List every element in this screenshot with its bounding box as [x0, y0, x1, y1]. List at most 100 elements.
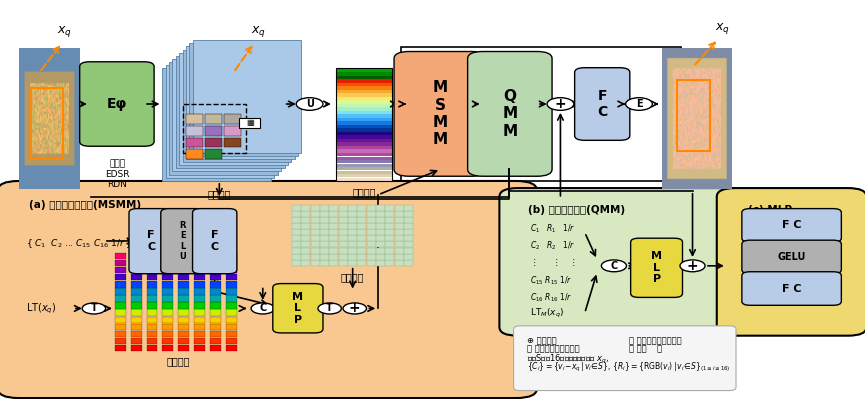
Bar	[320, 205, 329, 211]
Bar	[131, 295, 142, 302]
Bar	[357, 260, 366, 266]
FancyBboxPatch shape	[742, 240, 842, 274]
Text: GELU: GELU	[778, 252, 806, 262]
Bar	[178, 331, 189, 337]
Bar	[357, 217, 366, 223]
Bar	[357, 205, 366, 211]
FancyBboxPatch shape	[161, 209, 205, 274]
Bar	[336, 170, 393, 174]
Bar	[205, 114, 221, 124]
Bar	[205, 126, 221, 136]
Bar	[195, 331, 205, 337]
Bar	[224, 114, 241, 124]
Bar	[330, 211, 338, 217]
Bar	[146, 274, 157, 280]
Text: LT$_M(x_q)$: LT$_M(x_q)$	[530, 307, 565, 320]
Bar	[339, 241, 348, 247]
Text: F C: F C	[782, 284, 801, 294]
Bar	[31, 88, 63, 159]
Bar	[115, 253, 125, 259]
Bar	[320, 229, 329, 235]
Bar	[186, 46, 295, 159]
Bar	[336, 76, 393, 79]
Bar	[376, 211, 385, 217]
Bar	[115, 260, 125, 266]
Bar	[210, 253, 221, 259]
Bar	[336, 118, 393, 121]
Circle shape	[625, 98, 652, 110]
Bar	[339, 211, 348, 217]
Bar	[367, 241, 375, 247]
Text: (b) 查询混合模块(QMM): (b) 查询混合模块(QMM)	[528, 205, 625, 215]
Bar	[385, 229, 394, 235]
Bar	[131, 260, 142, 266]
Bar	[292, 229, 301, 235]
Bar	[163, 331, 173, 337]
Bar	[339, 229, 348, 235]
Bar	[115, 345, 125, 352]
Bar	[115, 338, 125, 344]
Bar	[183, 49, 292, 162]
Bar	[115, 316, 125, 323]
Text: M
L
P: M L P	[651, 251, 662, 284]
Bar	[163, 345, 173, 352]
Bar	[210, 260, 221, 266]
Bar	[195, 338, 205, 344]
Bar	[195, 267, 205, 273]
Bar	[226, 274, 237, 280]
Bar	[301, 241, 311, 247]
Bar	[210, 281, 221, 288]
Bar	[336, 97, 393, 100]
Bar	[226, 309, 237, 316]
Text: Eφ: Eφ	[106, 97, 127, 111]
Bar	[357, 223, 366, 229]
Bar	[226, 295, 237, 302]
Bar	[367, 248, 375, 254]
Bar	[404, 229, 413, 235]
Bar	[178, 316, 189, 323]
Bar	[336, 121, 393, 125]
Bar	[348, 229, 357, 235]
Bar	[400, 47, 681, 181]
Text: 转换令牌: 转换令牌	[167, 356, 190, 366]
Bar	[210, 295, 221, 302]
Bar	[336, 174, 393, 178]
Bar	[336, 104, 393, 107]
Circle shape	[680, 260, 705, 272]
Bar	[163, 288, 173, 294]
Bar	[330, 241, 338, 247]
Bar	[357, 229, 366, 235]
Bar	[311, 229, 319, 235]
Bar	[376, 223, 385, 229]
Text: +: +	[554, 97, 567, 111]
FancyBboxPatch shape	[631, 238, 682, 297]
Bar	[146, 309, 157, 316]
Bar	[320, 211, 329, 217]
Bar	[394, 248, 404, 254]
Bar	[376, 241, 385, 247]
Bar	[394, 223, 404, 229]
Bar	[163, 69, 271, 181]
Bar	[367, 235, 375, 241]
FancyBboxPatch shape	[80, 62, 154, 146]
Bar	[210, 309, 221, 316]
Bar	[404, 248, 413, 254]
Bar	[178, 309, 189, 316]
Bar	[178, 345, 189, 352]
FancyBboxPatch shape	[742, 272, 842, 305]
Bar	[115, 331, 125, 337]
Bar	[292, 217, 301, 223]
Text: $x_q$: $x_q$	[715, 21, 730, 36]
Bar	[210, 302, 221, 309]
FancyBboxPatch shape	[272, 284, 323, 333]
Bar	[330, 248, 338, 254]
Bar	[339, 254, 348, 260]
Bar	[146, 295, 157, 302]
Bar	[301, 217, 311, 223]
Bar	[311, 241, 319, 247]
Bar	[336, 156, 393, 160]
Text: 潜在代码: 潜在代码	[208, 189, 231, 199]
Bar	[115, 324, 125, 330]
Bar	[131, 309, 142, 316]
Bar	[226, 331, 237, 337]
